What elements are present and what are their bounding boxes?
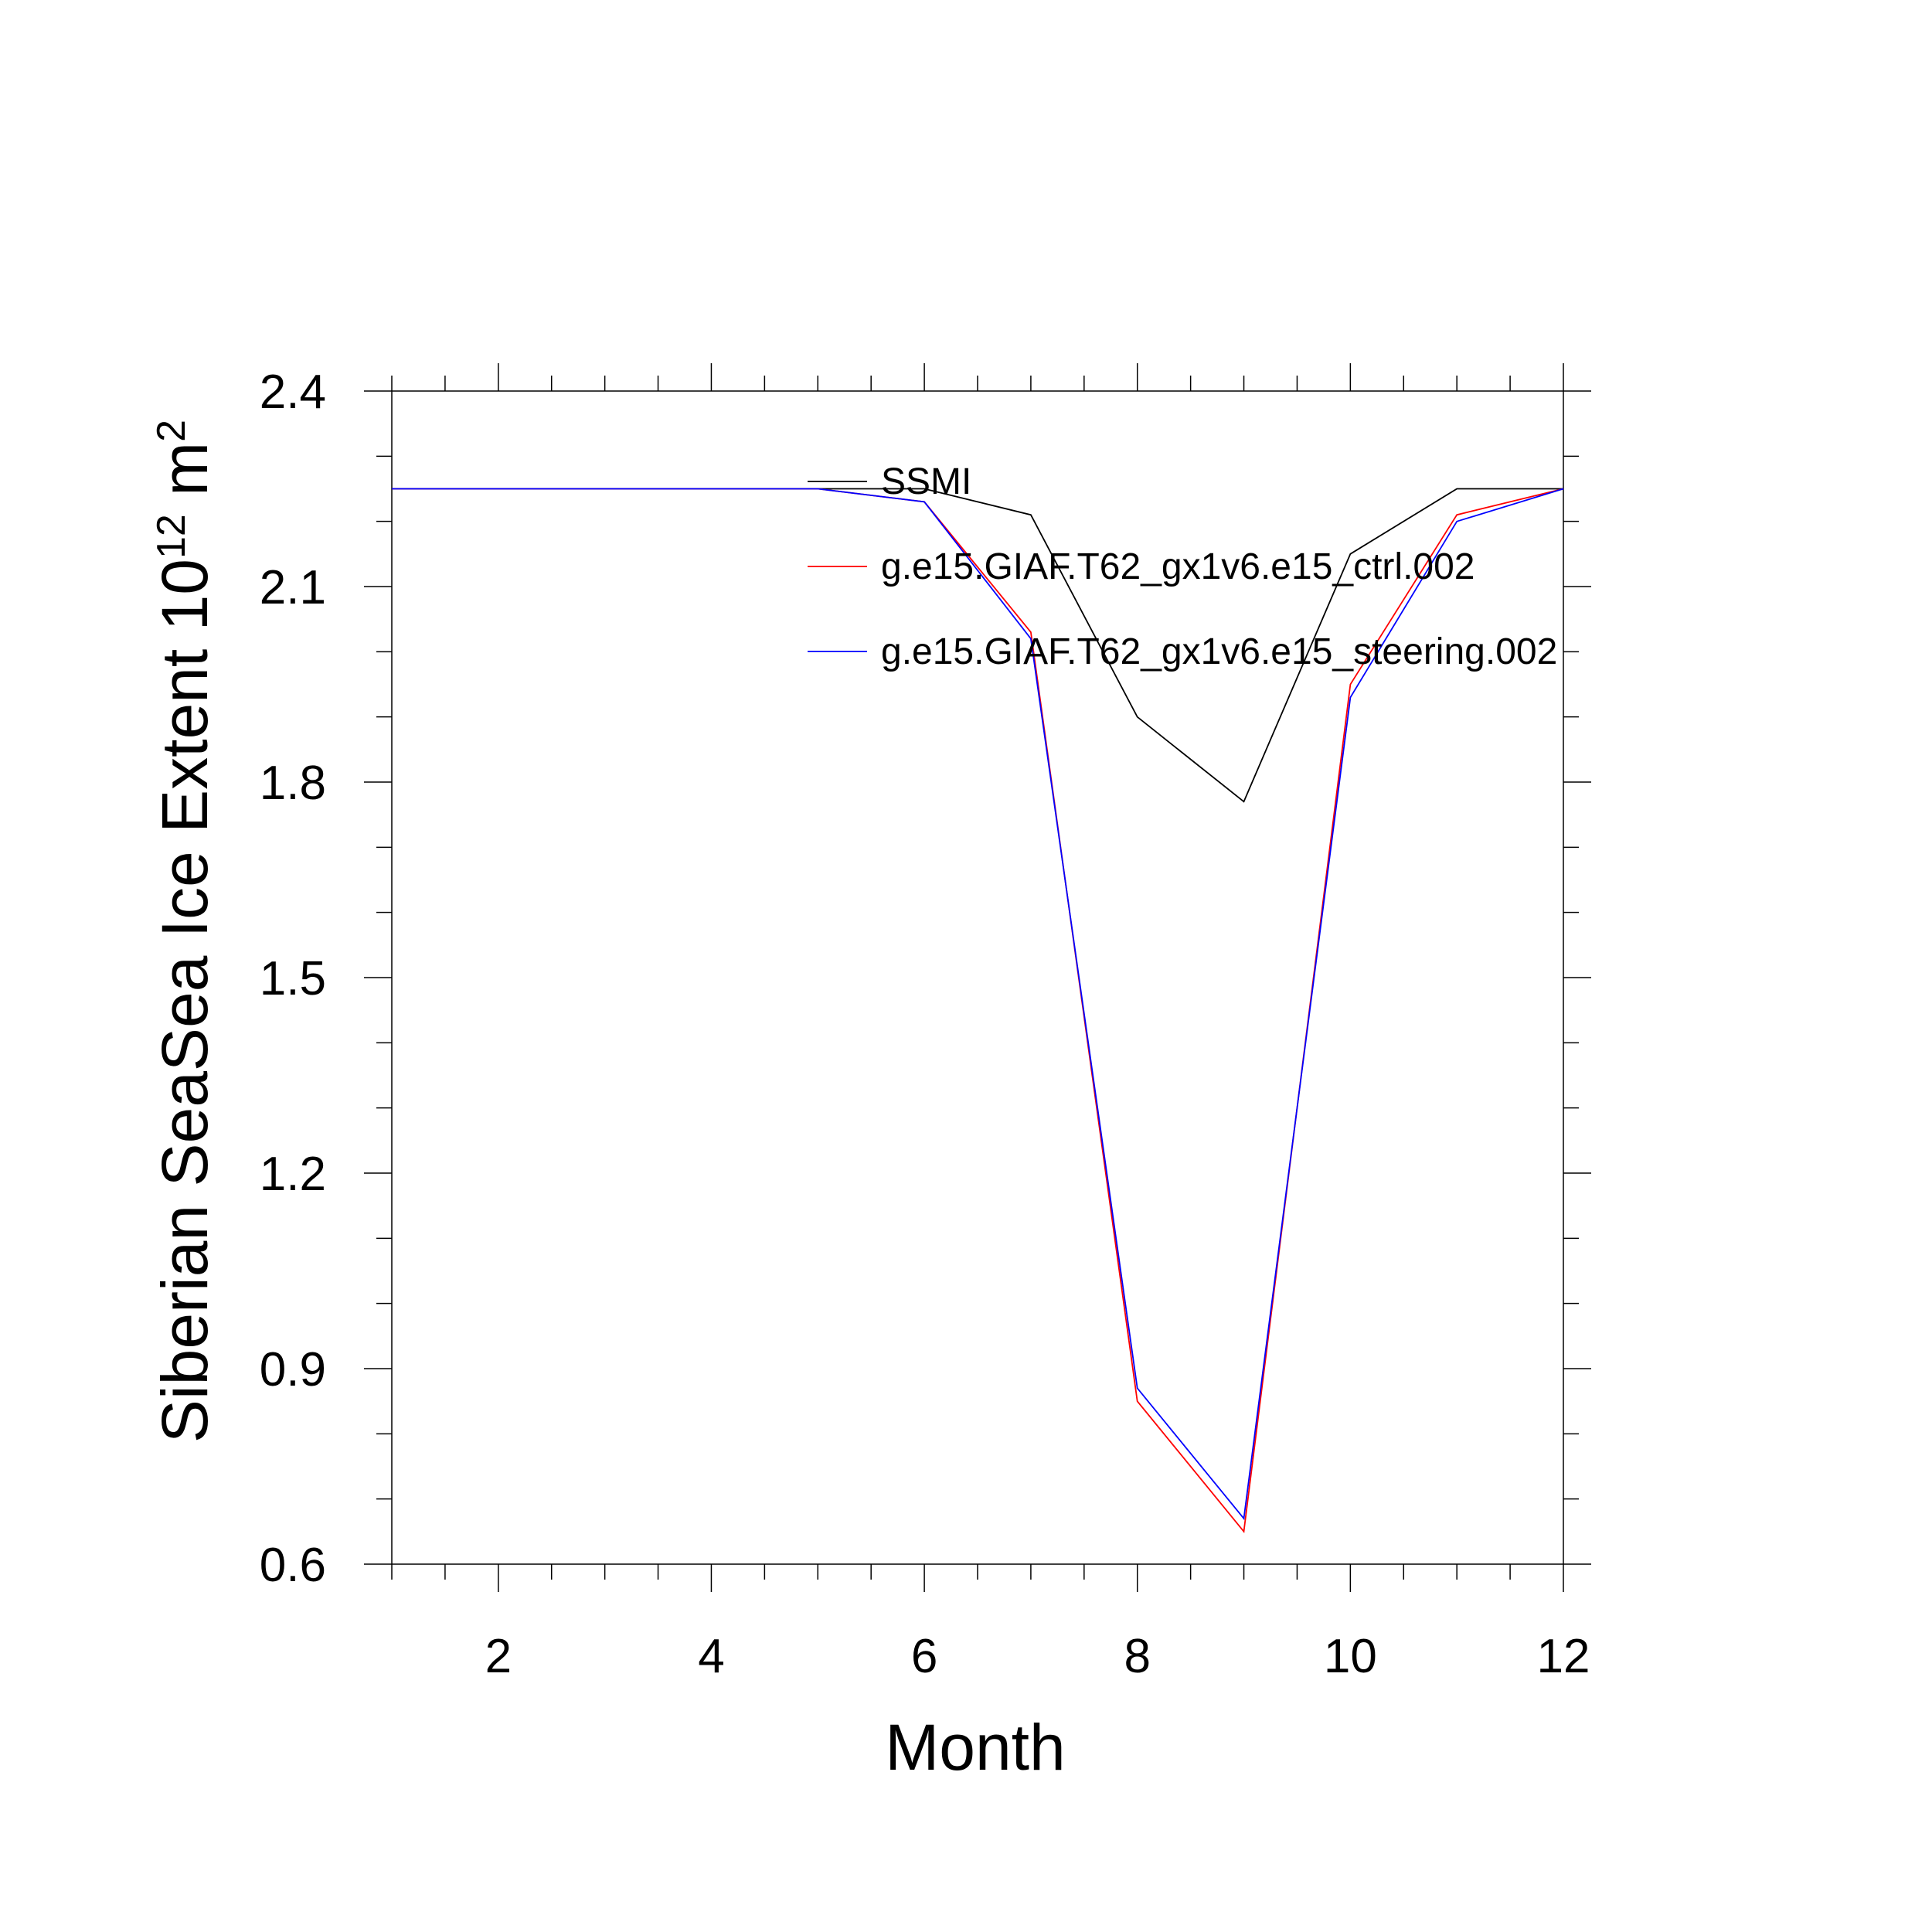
y-tick-label: 1.5 [260, 952, 326, 1005]
legend-label: g.e15.GIAF.T62_gx1v6.e15_ctrl.002 [881, 546, 1475, 587]
legend-label: g.e15.GIAF.T62_gx1v6.e15_steering.002 [881, 631, 1557, 672]
x-tick-label: 10 [1324, 1630, 1377, 1683]
tick-labels: 2 4 6 8 10 12 0.6 0.9 1.2 1.5 1.8 2.1 2.4 [260, 366, 1590, 1683]
x-tick-label: 6 [911, 1630, 937, 1683]
y-axis-title-main: Siberian SeaSea Ice Extent 10 [148, 559, 221, 1443]
plot-frame [391, 390, 1564, 1565]
y-tick-label: 0.9 [260, 1343, 326, 1396]
legend: SSMI g.e15.GIAF.T62_gx1v6.e15_ctrl.002 g.e… [808, 461, 1557, 672]
x-tick-label: 4 [698, 1630, 724, 1683]
y-tick-label: 2.4 [260, 366, 326, 419]
y-axis-title-unit: m [148, 442, 221, 514]
axis-ticks [364, 363, 1591, 1592]
series-lines [392, 488, 1564, 1533]
y-axis-title-exponent: 12 [149, 514, 194, 559]
x-tick-label: 8 [1124, 1630, 1150, 1683]
legend-label: SSMI [881, 461, 971, 502]
y-tick-label: 1.2 [260, 1148, 326, 1201]
y-tick-label: 1.8 [260, 757, 326, 810]
y-axis-title: Siberian SeaSea Ice Extent 1012 m2 [148, 420, 221, 1443]
series-line-3 [392, 488, 1564, 1521]
x-tick-label: 12 [1537, 1630, 1590, 1683]
y-axis-title-unit-exponent: 2 [149, 420, 194, 442]
y-tick-label: 2.1 [260, 561, 326, 614]
x-tick-label: 2 [485, 1630, 512, 1683]
x-axis-title: Month [885, 1711, 1065, 1784]
y-tick-label: 0.6 [260, 1539, 326, 1592]
